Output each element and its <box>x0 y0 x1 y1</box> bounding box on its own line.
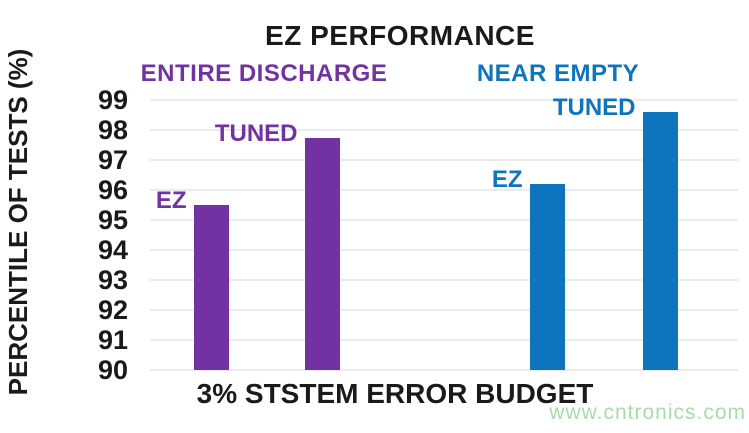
watermark: www.cntronics.com <box>549 401 746 424</box>
y-axis-title: PERCENTILE OF TESTS (%) <box>3 48 33 396</box>
gridline <box>150 279 738 281</box>
y-tick-label: 94 <box>97 235 128 265</box>
y-tick-label: 96 <box>97 175 128 205</box>
gridline <box>150 309 738 311</box>
gridline <box>150 189 738 191</box>
chart-title: EZ PERFORMANCE <box>265 20 535 51</box>
gridline <box>150 99 738 101</box>
y-tick-label: 93 <box>97 265 128 295</box>
group-label-near-empty: NEAR EMPTY <box>476 60 640 87</box>
gridline <box>150 219 738 221</box>
bar-near-empty-ez <box>529 184 565 370</box>
gridline <box>150 159 738 161</box>
y-tick-label: 99 <box>97 85 128 115</box>
group-label-entire-discharge: ENTIRE DISCHARGE <box>140 60 388 87</box>
y-tick-label: 98 <box>97 115 128 145</box>
bar-near-empty-tuned <box>642 112 678 370</box>
gridline <box>150 129 738 131</box>
bar-label-entire-discharge-tuned: TUNED <box>214 119 298 147</box>
bar-entire-discharge-tuned <box>304 137 340 370</box>
gridline <box>150 339 738 341</box>
x-axis-label: 3% STSTEM ERROR BUDGET <box>196 378 594 409</box>
plot-area: ENTIRE DISCHARGE EZ TUNED NEAR EMPTY EZ TUNED <box>141 60 738 371</box>
y-tick-label: 95 <box>97 205 128 235</box>
bar-entire-discharge-ez <box>193 205 229 370</box>
bar-label-entire-discharge-ez: EZ <box>155 187 187 214</box>
bar-label-near-empty-tuned: TUNED <box>552 94 636 121</box>
bar-label-near-empty-ez: EZ <box>491 166 523 193</box>
y-tick-label: 91 <box>97 325 128 355</box>
gridline <box>150 369 738 371</box>
y-tick-label: 92 <box>97 295 128 325</box>
y-tick-label: 90 <box>97 355 128 385</box>
y-tick-label: 97 <box>97 145 128 175</box>
gridline <box>150 249 738 251</box>
